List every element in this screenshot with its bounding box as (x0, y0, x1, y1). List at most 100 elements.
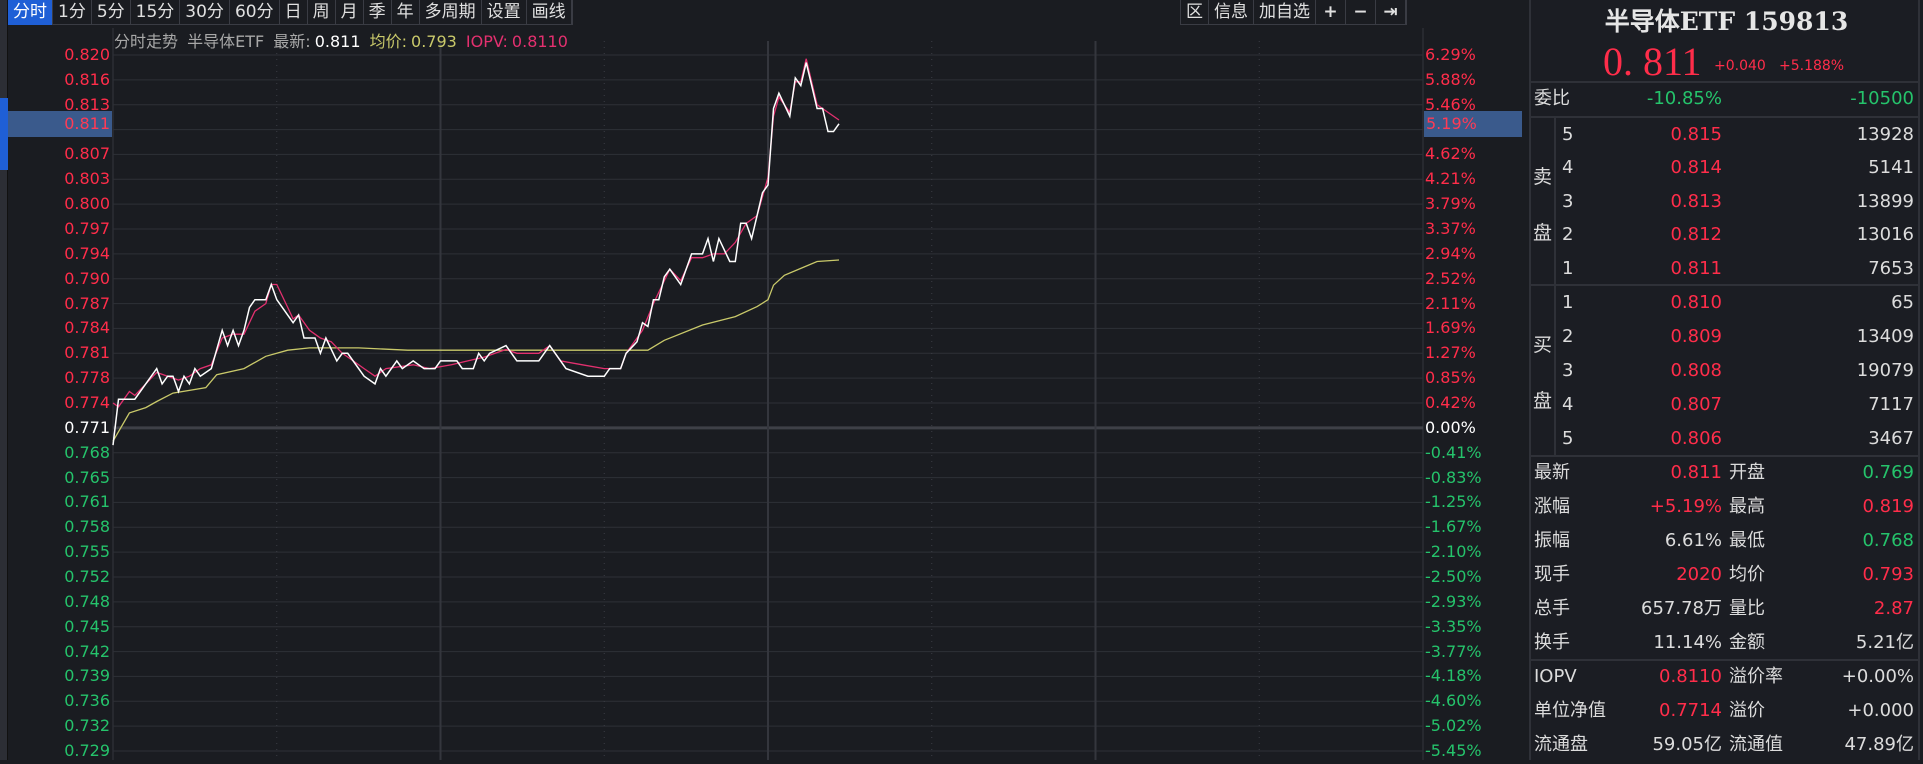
price-tick-label: 0.729 (40, 742, 110, 760)
chart-header: 分时走势 半导体ETF 最新:0.811 均价:0.793 IOPV:0.811… (114, 28, 572, 52)
last-price: 0. 811 (1603, 38, 1702, 85)
pct-tick-label: -4.18% (1425, 667, 1482, 685)
pct-tick-label: 0.00% (1425, 419, 1476, 437)
pct-tick-label: 0.42% (1425, 394, 1476, 412)
stat-label: 溢价 (1729, 694, 1765, 728)
price-tick-label: 0.752 (40, 568, 110, 586)
stat-value: 0.8110 (1659, 660, 1722, 694)
level-volume: 7653 (1868, 252, 1914, 285)
avg-line (113, 260, 839, 441)
stat-value: +0.00% (1842, 660, 1914, 694)
stat-value: 0.769 (1862, 456, 1914, 490)
buy-level-row[interactable]: 3 0.808 19079 (1531, 354, 1920, 388)
pct-tick-label: -1.25% (1425, 493, 1482, 511)
intraday-chart[interactable] (0, 0, 1530, 760)
level-price: 0.815 (1670, 118, 1722, 151)
latest-value: 0.811 (315, 32, 361, 51)
level-volume: 13899 (1857, 185, 1914, 218)
level-number: 2 (1562, 218, 1573, 251)
avg-label: 均价: (370, 32, 407, 51)
level-volume: 13016 (1857, 218, 1914, 251)
level-number: 3 (1562, 354, 1573, 388)
stat-label: 振幅 (1534, 524, 1570, 558)
price-tick-label: 0.774 (40, 394, 110, 412)
chart-canvas[interactable] (0, 0, 1530, 760)
pct-tick-label: 1.27% (1425, 344, 1476, 362)
current-price-marker: 0.811 (8, 111, 112, 137)
level-number: 4 (1562, 151, 1573, 184)
stat-value: 2.87 (1874, 592, 1914, 626)
pct-tick-label: 3.37% (1425, 220, 1476, 238)
pct-tick-label: 2.52% (1425, 270, 1476, 288)
pct-tick-label: 2.94% (1425, 245, 1476, 263)
level-price: 0.810 (1670, 286, 1722, 320)
stat-label: IOPV (1534, 660, 1577, 694)
pct-tick-label: -5.45% (1425, 742, 1482, 760)
security-title: 半导体ETF 159813 (1531, 2, 1922, 38)
level-volume: 7117 (1868, 388, 1914, 422)
price-tick-label: 0.761 (40, 493, 110, 511)
level-volume: 5141 (1868, 151, 1914, 184)
stat-value: 0.793 (1862, 558, 1914, 592)
stat-value: 11.14% (1653, 626, 1722, 660)
price-tick-label: 0.758 (40, 518, 110, 536)
price-tick-label: 0.781 (40, 344, 110, 362)
level-price: 0.813 (1670, 185, 1722, 218)
price-tick-label: 0.732 (40, 717, 110, 735)
pct-tick-label: 1.69% (1425, 319, 1476, 337)
stat-value: 2020 (1676, 558, 1722, 592)
weibi-pct: -10.85% (1647, 82, 1722, 116)
stat-value: 0.7714 (1659, 694, 1722, 728)
pct-tick-label: -0.83% (1425, 469, 1482, 487)
pct-tick-label: -5.02% (1425, 717, 1482, 735)
quote-panel: 半导体ETF 159813 0. 811 +0.040 +5.188% 委比 -… (1529, 0, 1920, 760)
latest-label: 最新: (273, 32, 310, 51)
price-tick-label: 0.778 (40, 369, 110, 387)
stat-label: 换手 (1534, 626, 1570, 660)
iopv-label: IOPV: (466, 32, 508, 51)
level-volume: 19079 (1857, 354, 1914, 388)
price-tick-label: 0.784 (40, 319, 110, 337)
stat-label: 开盘 (1729, 456, 1765, 490)
price-tick-label: 0.736 (40, 692, 110, 710)
stat-value: 59.05亿 (1652, 728, 1722, 762)
price-tick-label: 0.803 (40, 170, 110, 188)
stat-label: 均价 (1729, 558, 1765, 592)
stat-value: 0.768 (1862, 524, 1914, 558)
level-price: 0.808 (1670, 354, 1722, 388)
pct-tick-label: -3.77% (1425, 643, 1482, 661)
pct-tick-label: -2.10% (1425, 543, 1482, 561)
weibi-diff: -10500 (1850, 82, 1914, 116)
pct-tick-label: -1.67% (1425, 518, 1482, 536)
stat-value: 6.61% (1665, 524, 1722, 558)
price-tick-label: 0.765 (40, 469, 110, 487)
stat-label: 量比 (1729, 592, 1765, 626)
security-name: 半导体ETF (187, 32, 264, 51)
stat-value: +0.000 (1847, 694, 1914, 728)
pct-tick-label: -3.35% (1425, 618, 1482, 636)
price-tick-label: 0.745 (40, 618, 110, 636)
price-tick-label: 0.768 (40, 444, 110, 462)
pct-tick-label: -2.93% (1425, 593, 1482, 611)
level-price: 0.809 (1670, 320, 1722, 354)
price-change-pct: +5.188% (1779, 58, 1844, 74)
level-volume: 65 (1891, 286, 1914, 320)
iopv-value: 0.8110 (512, 32, 568, 51)
level-number: 1 (1562, 252, 1573, 285)
pct-tick-label: 6.29% (1425, 46, 1476, 64)
